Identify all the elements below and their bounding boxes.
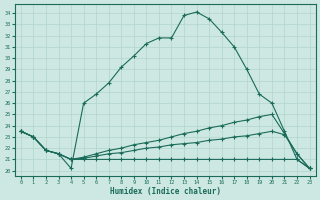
X-axis label: Humidex (Indice chaleur): Humidex (Indice chaleur)	[110, 187, 221, 196]
